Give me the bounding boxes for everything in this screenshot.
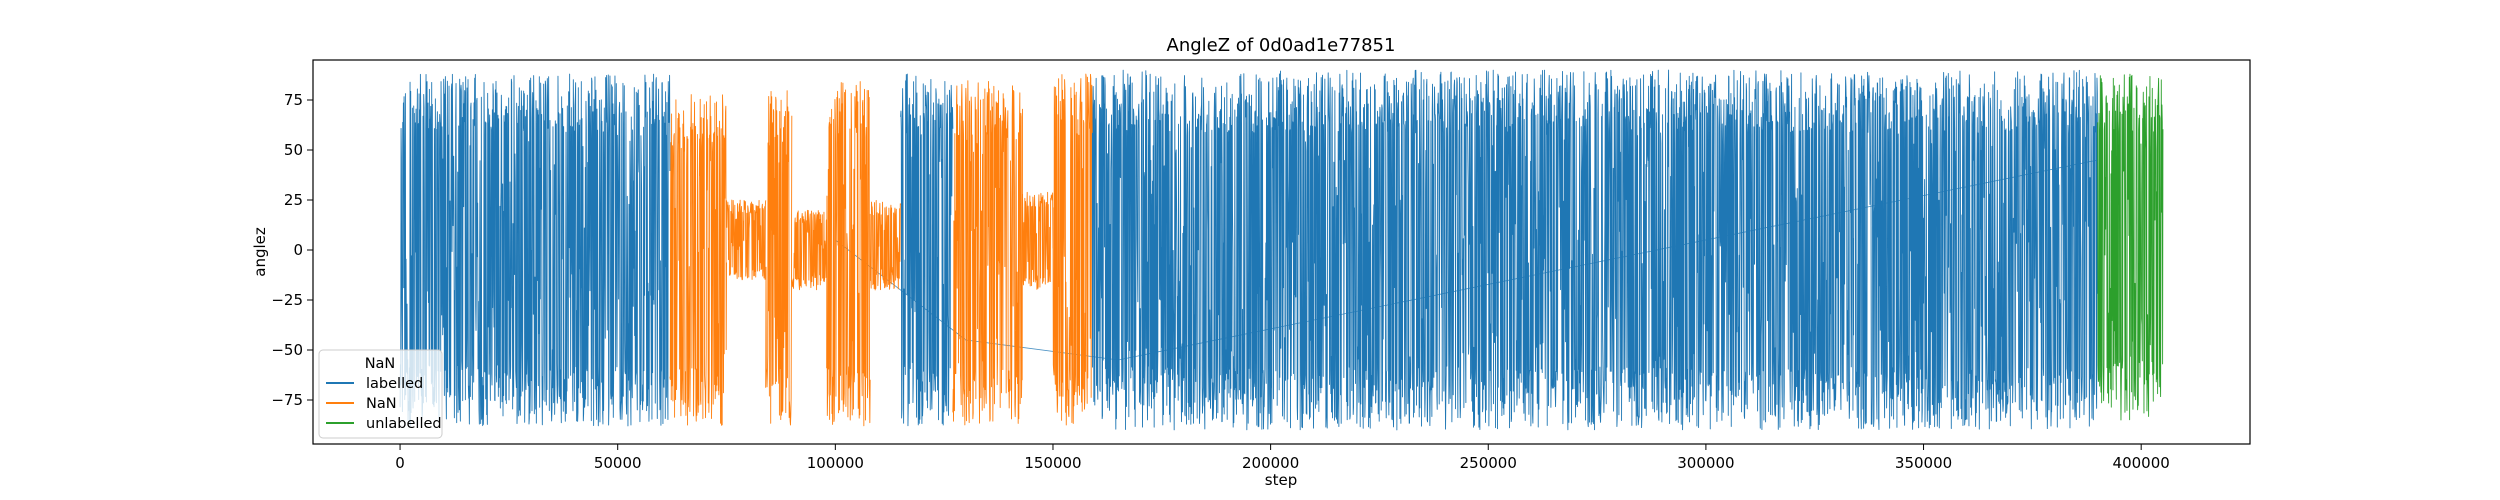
x-tick-label-0: 0 [395,454,405,472]
x-tick-label-7: 350000 [1895,454,1952,472]
plot-area [312,59,2251,445]
legend-entries: labelled NaN unlabelled [326,376,442,432]
series-NaN-segment-7 [1022,191,1054,290]
series-NaN-segment-3 [791,209,828,291]
x-tick-label-4: 200000 [1242,454,1299,472]
y-tick-label-1: −50 [271,341,303,359]
series-NaN-segment-5 [869,199,902,291]
legend-label-unlabelled: unlabelled [366,416,442,432]
series-unlabelled-segment-0 [2097,73,2164,421]
series-labelled-segment-1 [900,73,954,427]
x-tick-label-5: 250000 [1460,454,1517,472]
x-tick-label-3: 150000 [1024,454,1081,472]
y-tick-label-5: 50 [284,141,303,159]
series-labelled-segment-0 [399,73,671,427]
series-NaN-segment-2 [765,90,793,426]
y-axis: −75 −50 −25 0 25 50 75 [271,91,313,409]
y-tick-label-6: 75 [284,91,303,109]
plot-frame [312,59,2251,445]
series-NaN-segment-4 [826,81,871,427]
legend-box [318,349,443,439]
series-NaN-segment-8 [1052,73,1093,426]
y-axis-label: anglez [251,227,269,277]
series-labelled-segment-2 [1091,69,2099,431]
y-tick-label-4: 25 [284,191,303,209]
x-tick-label-2: 100000 [807,454,864,472]
series-NaN-segment-0 [669,94,727,426]
legend: NaN labelled NaN unlabelled [318,349,443,439]
legend-label-labelled: labelled [366,376,423,392]
x-tick-label-8: 400000 [2113,454,2170,472]
y-tick-label-2: −25 [271,291,303,309]
legend-title: NaN [365,356,396,372]
series-layer [399,69,2164,431]
x-axis: 0 50000 100000 150000 200000 250000 300000 3500… [395,444,2170,472]
y-tick-label-0: −75 [271,391,303,409]
series-NaN-segment-6 [952,80,1023,426]
x-axis-label: step [1265,471,1297,489]
chart-title: AngleZ of 0d0ad1e77851 [1167,35,1396,56]
x-tick-label-1: 50000 [594,454,642,472]
legend-label-NaN: NaN [366,396,397,412]
series-NaN-segment-1 [726,199,767,281]
x-tick-label-6: 300000 [1677,454,1734,472]
y-tick-label-3: 0 [293,241,303,259]
